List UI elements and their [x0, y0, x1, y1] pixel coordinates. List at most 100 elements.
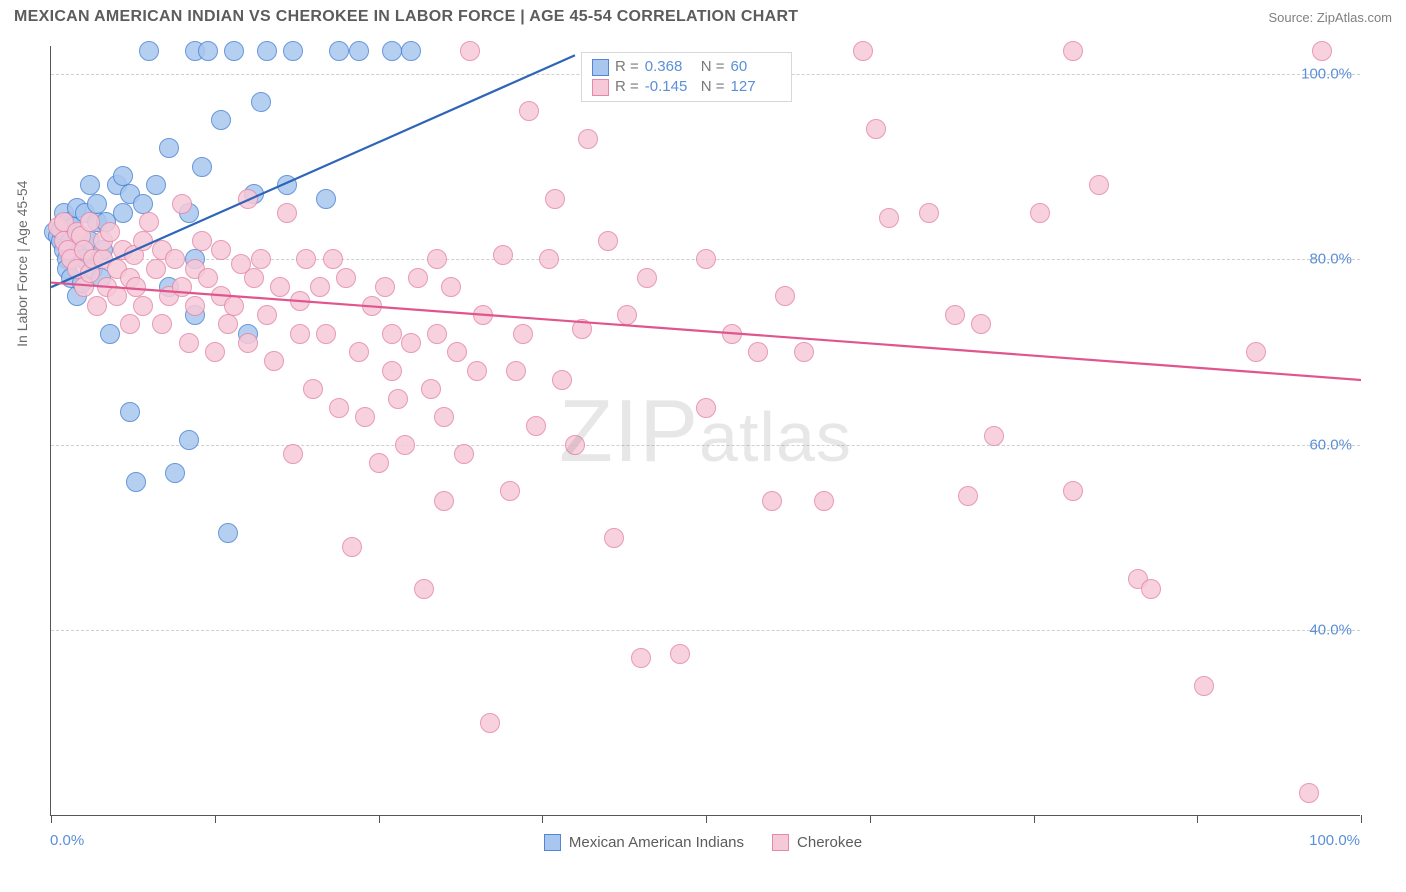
data-point-series-0 [146, 175, 166, 195]
data-point-series-1 [264, 351, 284, 371]
data-point-series-1 [617, 305, 637, 325]
data-point-series-1 [251, 249, 271, 269]
data-point-series-1 [336, 268, 356, 288]
data-point-series-0 [80, 175, 100, 195]
plot-region: ZIPatlas R = 0.368 N = 60 R = -0.145 N =… [50, 46, 1360, 816]
stat-r-value-1: -0.145 [645, 77, 695, 97]
data-point-series-1 [958, 486, 978, 506]
data-point-series-1 [539, 249, 559, 269]
data-point-series-0 [218, 523, 238, 543]
data-point-series-1 [316, 324, 336, 344]
data-point-series-1 [427, 249, 447, 269]
data-point-series-0 [198, 41, 218, 61]
data-point-series-1 [722, 324, 742, 344]
gridline [51, 630, 1360, 631]
data-point-series-1 [87, 296, 107, 316]
data-point-series-1 [775, 286, 795, 306]
gridline [51, 445, 1360, 446]
data-point-series-1 [369, 453, 389, 473]
data-point-series-1 [172, 194, 192, 214]
swatch-series-1 [592, 79, 609, 96]
data-point-series-1 [1063, 481, 1083, 501]
y-tick-label: 40.0% [1309, 622, 1352, 639]
data-point-series-1 [1030, 203, 1050, 223]
data-point-series-1 [1063, 41, 1083, 61]
data-point-series-1 [578, 129, 598, 149]
data-point-series-1 [323, 249, 343, 269]
data-point-series-1 [493, 245, 513, 265]
data-point-series-1 [604, 528, 624, 548]
data-point-series-1 [984, 426, 1004, 446]
y-tick-label: 100.0% [1301, 65, 1352, 82]
data-point-series-1 [146, 259, 166, 279]
source-label: Source: ZipAtlas.com [1268, 10, 1392, 25]
data-point-series-1 [1299, 783, 1319, 803]
x-tick [870, 815, 871, 823]
data-point-series-1 [434, 491, 454, 511]
data-point-series-1 [211, 240, 231, 260]
data-point-series-1 [814, 491, 834, 511]
x-tick [542, 815, 543, 823]
data-point-series-1 [185, 296, 205, 316]
data-point-series-1 [296, 249, 316, 269]
data-point-series-1 [598, 231, 618, 251]
data-point-series-0 [179, 430, 199, 450]
data-point-series-0 [257, 41, 277, 61]
data-point-series-1 [349, 342, 369, 362]
data-point-series-1 [179, 333, 199, 353]
data-point-series-0 [211, 110, 231, 130]
x-tick [215, 815, 216, 823]
data-point-series-1 [500, 481, 520, 501]
data-point-series-1 [1141, 579, 1161, 599]
data-point-series-1 [421, 379, 441, 399]
data-point-series-1 [133, 231, 153, 251]
stat-n-label-0: N = [701, 57, 725, 77]
data-point-series-1 [375, 277, 395, 297]
data-point-series-1 [172, 277, 192, 297]
data-point-series-1 [1246, 342, 1266, 362]
data-point-series-1 [545, 189, 565, 209]
data-point-series-0 [120, 402, 140, 422]
x-tick [1361, 815, 1362, 823]
data-point-series-1 [696, 249, 716, 269]
data-point-series-1 [270, 277, 290, 297]
data-point-series-1 [382, 361, 402, 381]
data-point-series-0 [159, 138, 179, 158]
data-point-series-1 [506, 361, 526, 381]
data-point-series-1 [120, 314, 140, 334]
swatch-series-0 [592, 59, 609, 76]
data-point-series-0 [113, 166, 133, 186]
x-tick [379, 815, 380, 823]
data-point-series-1 [513, 324, 533, 344]
data-point-series-1 [192, 231, 212, 251]
stat-n-value-0: 60 [731, 57, 781, 77]
legend-label-1: Cherokee [797, 834, 862, 851]
data-point-series-1 [519, 101, 539, 121]
data-point-series-1 [696, 398, 716, 418]
data-point-series-1 [408, 268, 428, 288]
data-point-series-0 [316, 189, 336, 209]
data-point-series-1 [480, 713, 500, 733]
data-point-series-1 [218, 314, 238, 334]
data-point-series-1 [460, 41, 480, 61]
data-point-series-1 [355, 407, 375, 427]
data-point-series-1 [342, 537, 362, 557]
data-point-series-1 [879, 208, 899, 228]
data-point-series-0 [139, 41, 159, 61]
data-point-series-1 [794, 342, 814, 362]
data-point-series-1 [971, 314, 991, 334]
y-tick-label: 60.0% [1309, 436, 1352, 453]
chart-title: MEXICAN AMERICAN INDIAN VS CHEROKEE IN L… [14, 8, 798, 26]
data-point-series-1 [388, 389, 408, 409]
data-point-series-1 [565, 435, 585, 455]
data-point-series-1 [670, 644, 690, 664]
data-point-series-1 [552, 370, 572, 390]
data-point-series-1 [290, 291, 310, 311]
data-point-series-1 [80, 212, 100, 232]
data-point-series-1 [329, 398, 349, 418]
data-point-series-1 [1194, 676, 1214, 696]
data-point-series-1 [414, 579, 434, 599]
data-point-series-1 [205, 342, 225, 362]
watermark: ZIPatlas [559, 380, 852, 482]
data-point-series-1 [427, 324, 447, 344]
